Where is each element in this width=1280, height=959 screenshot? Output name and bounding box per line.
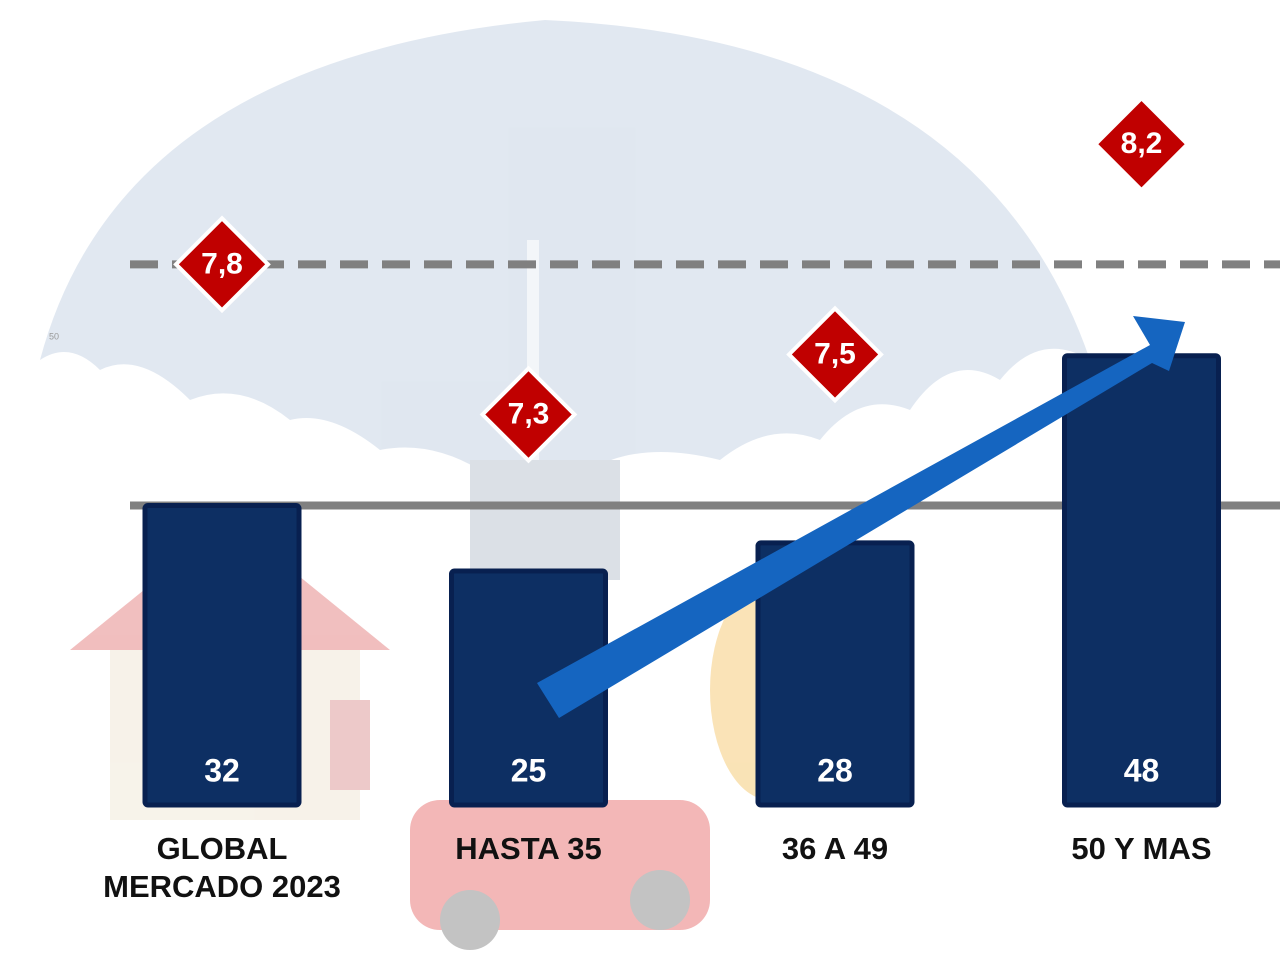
- bar-value-label: 32: [204, 752, 240, 788]
- diamond-marker: [479, 365, 578, 464]
- bar-value-label: 25: [511, 752, 547, 788]
- diamond-marker: [786, 305, 884, 404]
- diamond-value-label: 8,2: [1121, 127, 1163, 160]
- diamond-value-label: 7,5: [814, 337, 856, 370]
- x-tick-label: 36 A 49: [781, 831, 889, 866]
- x-tick-label: GLOBAL MERCADO 2023: [103, 831, 341, 904]
- diamond-marker: [173, 215, 271, 314]
- bar-value-label: 48: [1124, 752, 1160, 788]
- x-tick-label: HASTA 35: [455, 831, 602, 866]
- diamond-value-label: 7,3: [508, 397, 550, 430]
- bar: [142, 502, 302, 808]
- diamond-marker: [1092, 95, 1191, 194]
- bar-value-label: 28: [817, 752, 853, 788]
- bar: [1062, 353, 1221, 808]
- diamond-value-label: 7,8: [201, 247, 243, 280]
- y-tick-label: 50: [49, 331, 59, 341]
- x-tick-label: 50 Y MAS: [1071, 831, 1212, 866]
- trend-arrow: [537, 316, 1185, 718]
